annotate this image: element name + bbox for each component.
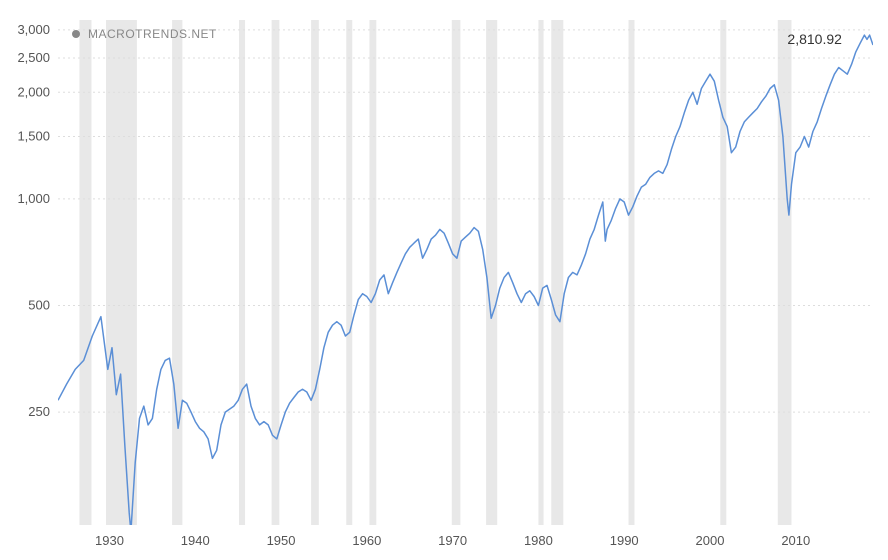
ytick-label: 2,000: [17, 84, 50, 99]
xtick-label: 2000: [696, 533, 725, 548]
recession-band: [272, 20, 280, 525]
xtick-label: 1980: [524, 533, 553, 548]
recession-band: [551, 20, 563, 525]
recession-band: [369, 20, 376, 525]
recession-band: [172, 20, 182, 525]
chart-svg: 250 500 1,000 1,500 2,000 2,500 3,000 1930 1940 1…: [0, 0, 888, 560]
recession-band: [106, 20, 137, 525]
recession-band: [720, 20, 726, 525]
ytick-label: 250: [28, 404, 50, 419]
xtick-label: 1930: [95, 533, 124, 548]
recession-band: [346, 20, 352, 525]
recession-band: [778, 20, 792, 525]
recession-band: [486, 20, 497, 525]
recession-band: [239, 20, 245, 525]
watermark-text: MACROTRENDS.NET: [88, 27, 217, 41]
xtick-label: 1960: [352, 533, 381, 548]
ytick-label: 1,000: [17, 191, 50, 206]
recession-band: [79, 20, 91, 525]
recession-band: [538, 20, 543, 525]
ytick-label: 1,500: [17, 129, 50, 144]
recession-band: [311, 20, 319, 525]
recession-band: [629, 20, 635, 525]
watermark: MACROTRENDS.NET: [72, 27, 217, 41]
recession-band: [452, 20, 461, 525]
xtick-label: 1950: [267, 533, 296, 548]
callout-label: 2,810.92: [787, 31, 842, 47]
xtick-label: 2010: [781, 533, 810, 548]
xtick-label: 1970: [438, 533, 467, 548]
xtick-label: 1990: [610, 533, 639, 548]
ytick-label: 2,500: [17, 50, 50, 65]
xtick-label: 1940: [181, 533, 210, 548]
chart-container: 250 500 1,000 1,500 2,000 2,500 3,000 1930 1940 1…: [0, 0, 888, 560]
ytick-label: 500: [28, 298, 50, 313]
ytick-label: 3,000: [17, 22, 50, 37]
